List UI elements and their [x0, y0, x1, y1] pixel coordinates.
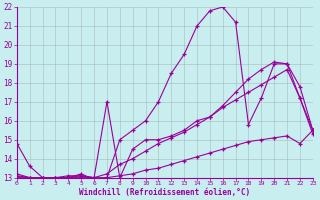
- X-axis label: Windchill (Refroidissement éolien,°C): Windchill (Refroidissement éolien,°C): [79, 188, 250, 197]
